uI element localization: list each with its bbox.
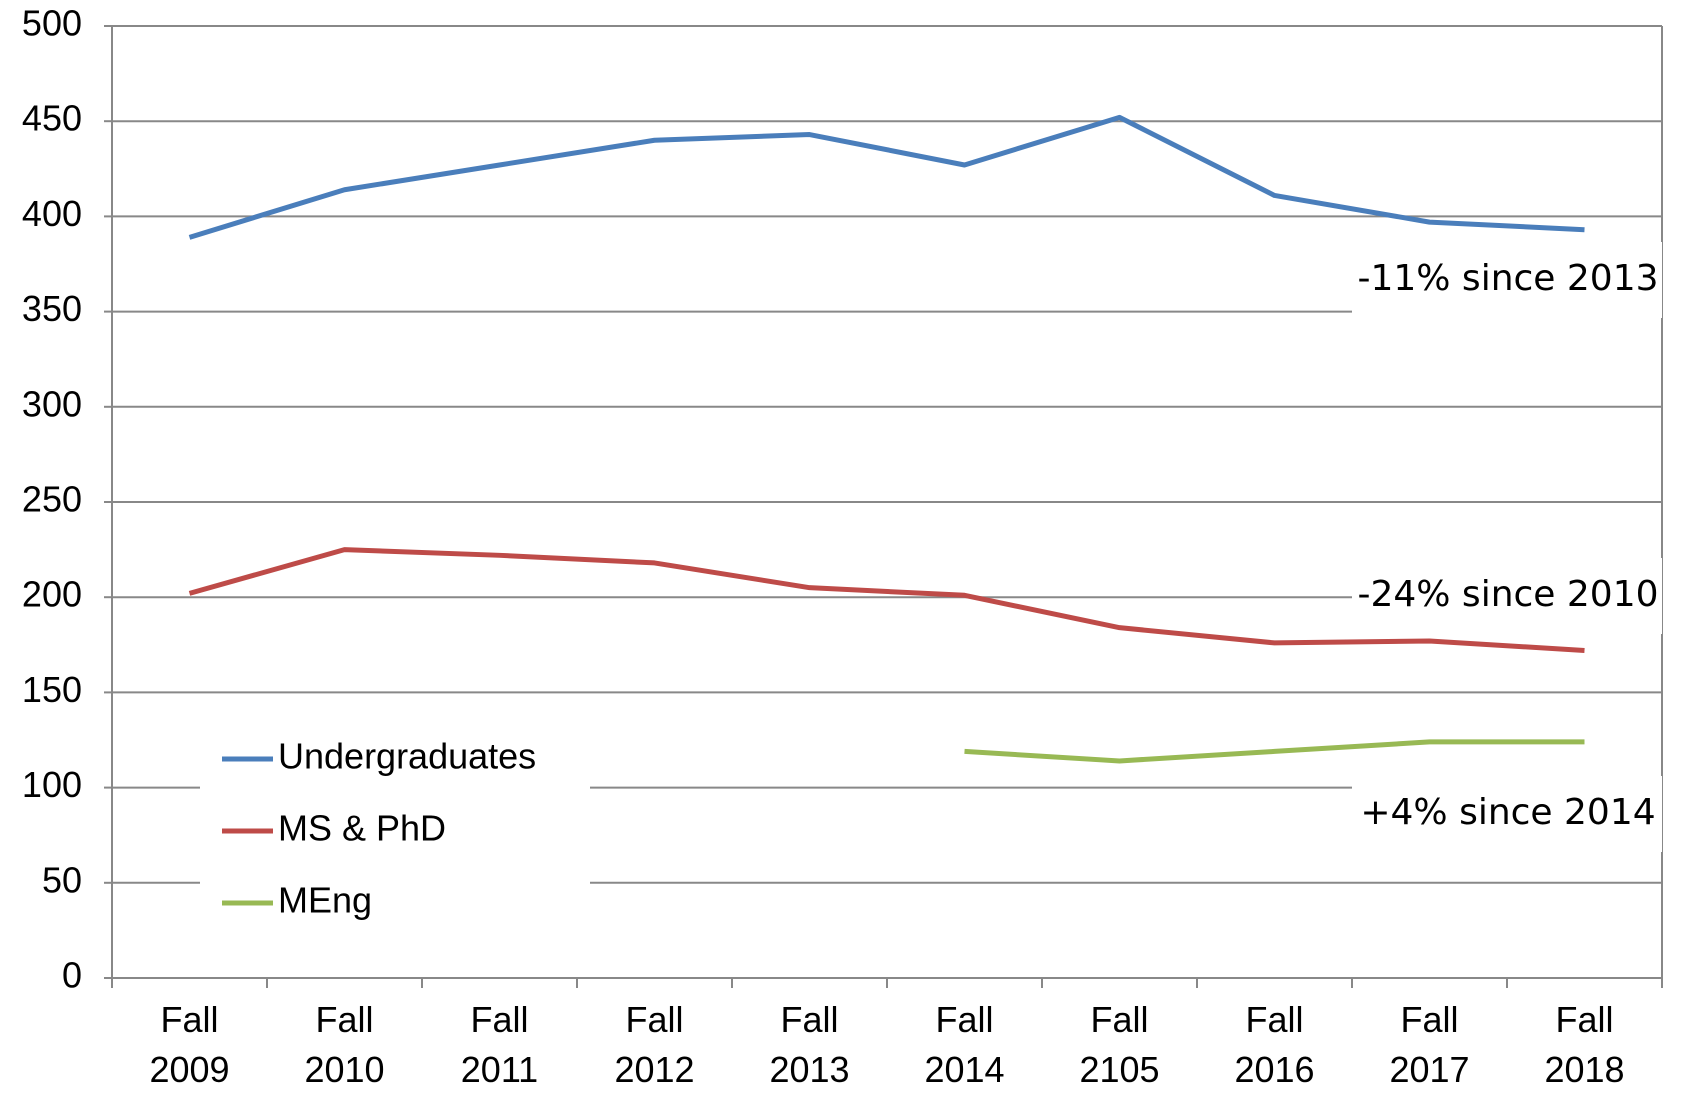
annotation: +4% since 2014: [1360, 792, 1655, 833]
y-tick-label: 450: [22, 98, 82, 139]
y-tick-label: 50: [42, 859, 82, 900]
x-tick-label: Fall 2016: [1234, 999, 1314, 1090]
x-tick-label: Fall 2105: [1079, 999, 1159, 1090]
y-tick-label: 200: [22, 574, 82, 615]
x-tick-label: Fall 2011: [461, 999, 538, 1090]
x-tick-label: Fall 2013: [769, 999, 849, 1090]
series-line: [964, 739, 1585, 764]
x-tick-label: Fall 2009: [149, 999, 229, 1090]
x-tick-label: Fall 2010: [304, 999, 384, 1090]
x-tick-label: Fall 2018: [1544, 999, 1624, 1090]
annotation-bg: [1352, 242, 1662, 318]
series-line: [188, 547, 1585, 654]
annotation-bg: [1352, 776, 1662, 852]
y-tick-label: 150: [22, 669, 82, 710]
y-tick-label: 400: [22, 193, 82, 234]
y-tick-label: 250: [22, 479, 82, 520]
legend-label: MS & PhD: [278, 808, 446, 849]
legend-label: Undergraduates: [278, 736, 536, 777]
legend-label: MEng: [278, 880, 372, 921]
annotation: -24% since 2010: [1357, 574, 1658, 615]
annotation-bg: [1352, 558, 1662, 634]
y-tick-label: 100: [22, 764, 82, 805]
x-tick-label: Fall 2017: [1389, 999, 1469, 1090]
y-tick-label: 300: [22, 383, 82, 424]
x-tick-label: Fall 2014: [924, 999, 1004, 1090]
series-line: [188, 114, 1585, 240]
y-tick-label: 500: [22, 3, 82, 44]
x-tick-label: Fall 2012: [614, 999, 694, 1090]
y-tick-label: 350: [22, 288, 82, 329]
annotation: -11% since 2013: [1357, 258, 1658, 299]
y-tick-label: 0: [62, 955, 82, 996]
